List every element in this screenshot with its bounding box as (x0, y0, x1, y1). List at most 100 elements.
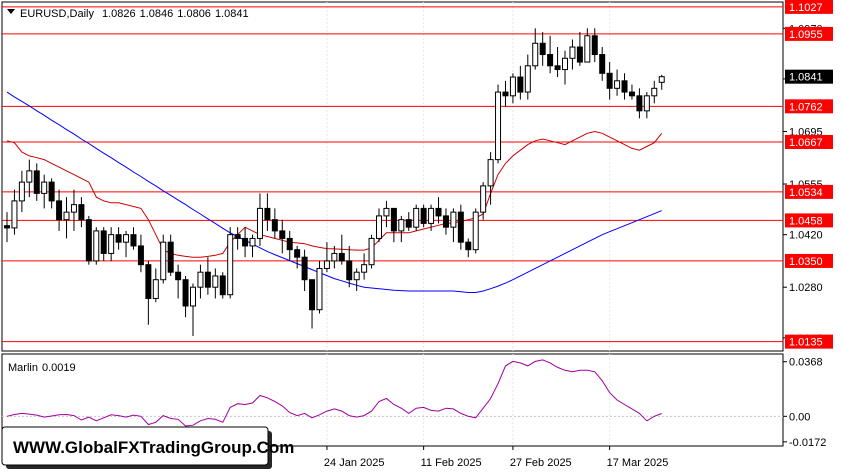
candle-body (286, 237, 293, 251)
price-panel (1, 1, 784, 352)
candle (167, 234, 174, 276)
candle-body (338, 252, 345, 262)
candle (606, 62, 613, 100)
level-label: 1.1027 (789, 2, 823, 14)
candle-body (26, 170, 33, 183)
level-label-box (785, 213, 833, 228)
candle-body (636, 95, 643, 112)
candle (428, 204, 435, 231)
candle-body (591, 35, 598, 56)
candle-body (390, 207, 397, 232)
watermark: WWW.GlobalFXTradingGroup.Com (1, 426, 294, 469)
candle-body (145, 264, 152, 299)
level-label-box (785, 334, 833, 349)
candle-body (219, 275, 226, 296)
candle-body (197, 271, 204, 288)
candle (316, 260, 323, 314)
current-price-label: 1.0841 (789, 72, 823, 84)
candle (41, 174, 48, 209)
level-label: 1.0667 (789, 137, 823, 149)
candle-body (130, 234, 137, 247)
candle-body (11, 200, 18, 229)
candle (420, 204, 427, 228)
candle (100, 227, 107, 261)
candle-body (405, 219, 412, 228)
candle-body (517, 76, 524, 93)
candle (227, 227, 234, 299)
candle-body (532, 42, 539, 67)
level-label: 1.0350 (789, 256, 823, 268)
level-label-box (785, 184, 833, 199)
candle-body (599, 54, 606, 74)
candle (569, 39, 576, 70)
level-label-box (785, 253, 833, 268)
candle (621, 73, 628, 100)
candle-body (487, 159, 494, 187)
level-label-box (785, 99, 833, 114)
candle-body (480, 185, 487, 213)
candle-body (420, 207, 427, 224)
candle-body (137, 245, 144, 266)
candle-body (48, 181, 55, 202)
candle-body (428, 207, 435, 224)
candle-body (614, 80, 621, 89)
candle-body (562, 57, 568, 71)
candle (442, 208, 449, 235)
candle-body (33, 170, 40, 194)
candle (457, 204, 464, 250)
candle-body (212, 275, 219, 288)
current-price-box (785, 69, 833, 84)
chart-title: EURUSD,Daily 1.0826 1.0846 1.0806 1.0841 (20, 8, 249, 20)
candle (368, 234, 375, 269)
candle (636, 88, 643, 119)
candle-body (93, 230, 100, 262)
candle (63, 197, 70, 239)
candle (108, 227, 115, 261)
candle-body (346, 260, 353, 281)
candle-body (361, 264, 368, 273)
candle-body (56, 200, 63, 221)
candle (338, 234, 345, 265)
candle (576, 32, 583, 66)
candle-body (160, 241, 167, 281)
candle-body (204, 271, 211, 288)
candle-body (509, 76, 516, 97)
x-tick-label: 24 Jan 2025 (324, 457, 385, 469)
candle-body (376, 215, 382, 239)
candle-body (368, 237, 375, 266)
candle-body (301, 256, 308, 281)
candle (450, 208, 457, 243)
candle-body (264, 207, 271, 221)
candle-body (524, 65, 531, 93)
candle (256, 193, 263, 246)
candle-body (643, 95, 650, 112)
level-label: 1.0762 (789, 101, 823, 113)
candle-body (123, 234, 130, 243)
candle-body (628, 91, 635, 97)
level-label: 1.0458 (789, 215, 823, 227)
candle (197, 264, 204, 299)
candle (249, 234, 256, 258)
candle (286, 230, 293, 261)
candle-body (182, 279, 189, 307)
candle-body (569, 46, 576, 59)
candle-body (115, 234, 122, 243)
moving-average-blue (6, 91, 662, 293)
collapse-triangle-icon[interactable] (7, 9, 15, 14)
candle (26, 159, 33, 198)
candle (405, 212, 412, 231)
candle-body (331, 252, 338, 262)
candle-body (442, 215, 449, 228)
candle (539, 32, 546, 66)
candle-body (108, 234, 115, 254)
candle-body (152, 279, 159, 299)
level-label-box (785, 134, 833, 149)
watermark-text: WWW.GlobalFXTradingGroup.Com (13, 438, 294, 457)
candle-body (539, 42, 546, 56)
candle-body (294, 249, 301, 258)
candle (130, 227, 137, 250)
candle (323, 242, 330, 273)
candle-body (502, 91, 509, 97)
candle-body (584, 35, 591, 63)
